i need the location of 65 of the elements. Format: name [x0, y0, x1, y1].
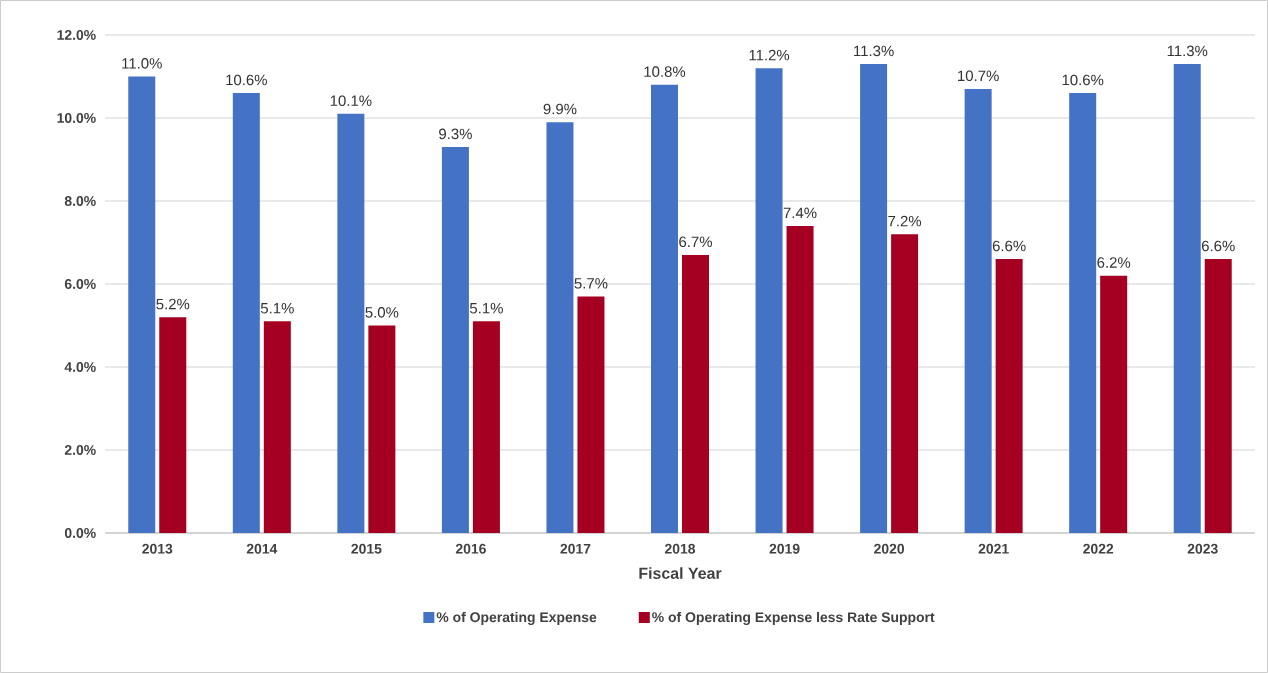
- bar: [1069, 93, 1097, 533]
- bar: [964, 88, 992, 533]
- data-label: 5.2%: [156, 298, 190, 310]
- bar: [1100, 275, 1128, 533]
- data-label: 9.3%: [439, 128, 472, 140]
- y-tick-label: 2.0%: [64, 445, 96, 455]
- y-tick-label: 10.0%: [57, 113, 96, 123]
- data-label: 9.9%: [543, 103, 577, 115]
- bar: [337, 113, 365, 533]
- y-tick-label: 8.0%: [64, 196, 96, 206]
- data-label: 5.1%: [469, 302, 503, 314]
- y-tick-label: 4.0%: [64, 362, 96, 372]
- bar: [860, 64, 888, 533]
- data-label: 11.3%: [854, 45, 894, 57]
- bar: [995, 259, 1023, 533]
- x-tick-label: 2021: [978, 543, 1009, 554]
- data-label: 6.6%: [1201, 240, 1235, 252]
- x-tick-label: 2020: [874, 543, 905, 554]
- x-tick-label: 2017: [560, 543, 591, 554]
- x-axis-title: Fiscal Year: [639, 567, 722, 579]
- data-label: 10.6%: [1062, 74, 1104, 86]
- bar: [1204, 259, 1232, 533]
- legend-label: % of Operating Expense: [436, 611, 597, 625]
- bar: [755, 68, 783, 533]
- x-tick-label: 2023: [1187, 543, 1218, 554]
- data-label: 5.7%: [574, 278, 608, 289]
- bar: [1173, 64, 1201, 533]
- bar: [651, 84, 678, 533]
- data-label: 11.2%: [749, 49, 790, 61]
- legend-label: % of Operating Expense less Rate Support: [652, 611, 935, 625]
- x-tick-label: 2013: [142, 543, 173, 554]
- data-label: 11.0%: [122, 58, 162, 69]
- x-tick-label: 2018: [664, 543, 696, 554]
- y-tick-label: 12.0%: [57, 30, 96, 40]
- x-tick-label: 2014: [246, 543, 278, 554]
- data-label: 5.1%: [260, 302, 294, 314]
- y-tick-label: 0.0%: [64, 528, 96, 538]
- bar: [682, 254, 709, 533]
- bar: [441, 147, 469, 533]
- bar: [577, 296, 605, 533]
- bar: [232, 93, 260, 533]
- data-label: 10.6%: [226, 74, 267, 86]
- x-tick-label: 2019: [769, 543, 800, 554]
- bar: [891, 234, 919, 533]
- data-label: 10.7%: [958, 70, 999, 82]
- data-label: 11.3%: [1167, 45, 1208, 57]
- x-tick-label: 2015: [351, 543, 382, 554]
- bar: [263, 321, 291, 533]
- data-label: 10.8%: [644, 66, 686, 77]
- data-label: 6.6%: [992, 240, 1026, 252]
- data-label: 10.1%: [330, 95, 372, 106]
- bar: [472, 321, 500, 533]
- bar: [368, 325, 396, 533]
- x-tick-label: 2022: [1083, 543, 1114, 554]
- bar: [786, 225, 814, 533]
- data-label: 7.4%: [783, 207, 817, 219]
- bar: [159, 317, 187, 533]
- data-label: 7.2%: [888, 215, 922, 227]
- data-label: 5.0%: [365, 307, 399, 318]
- data-label: 6.2%: [1097, 257, 1131, 268]
- bar: [128, 76, 156, 533]
- y-tick-label: 6.0%: [64, 279, 96, 289]
- data-label: 6.7%: [679, 236, 712, 248]
- bar: [546, 122, 574, 533]
- x-tick-label: 2016: [455, 543, 486, 554]
